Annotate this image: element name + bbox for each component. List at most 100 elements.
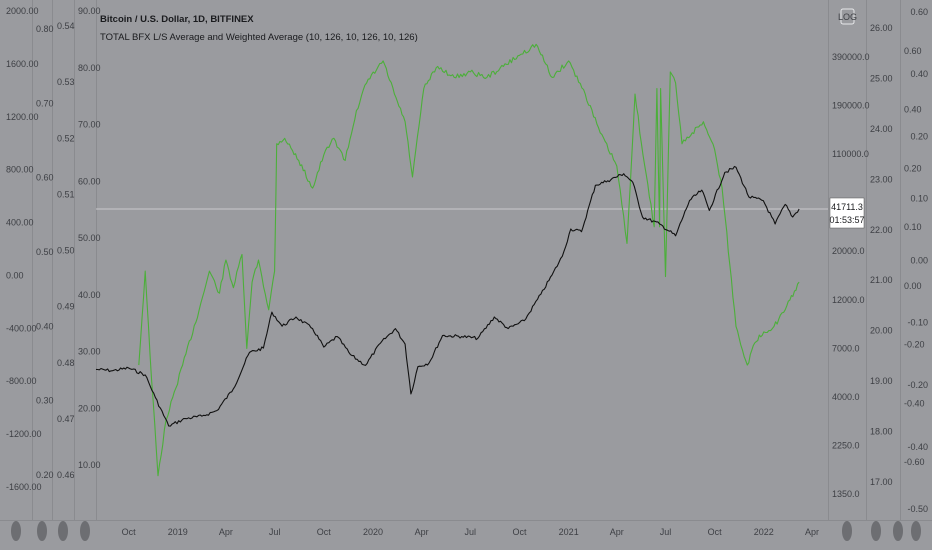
x-tick-label: Apr [805, 527, 819, 537]
axis-tick-label: -1600.00 [6, 482, 42, 492]
x-tick-label: Apr [610, 527, 624, 537]
axis-tick-label: 0.10 [904, 222, 922, 232]
x-tick-label: Oct [708, 527, 723, 537]
axis-tick-label: 0.40 [910, 69, 928, 79]
axis-tick-label: 1350.0 [832, 489, 860, 499]
plot-area[interactable] [96, 0, 828, 520]
axis-tick-label: 22.00 [870, 225, 893, 235]
axis-tick-label: 23.00 [870, 174, 893, 184]
axis-tick-label: 0.40 [36, 321, 54, 331]
axis-tick-label: 0.54 [57, 21, 75, 31]
axis-tick-label: 30.00 [78, 347, 101, 357]
pill-icon[interactable] [893, 521, 903, 541]
series-line-ls-average [138, 43, 800, 477]
axis-tick-label: 60.00 [78, 176, 101, 186]
axis-tick-label: -0.60 [904, 457, 925, 467]
axis-tick-label: 0.48 [57, 358, 75, 368]
axis-tick-label: 0.40 [904, 105, 922, 115]
x-axis: Oct 2019 Apr Jul Oct 2020 Apr Jul Oct 2021 Apr Jul O… [122, 527, 819, 537]
axis-tick-label: 4000.0 [832, 392, 860, 402]
x-tick-label: 2021 [559, 527, 579, 537]
axis-tick-label: 110000.0 [832, 149, 869, 159]
axis-tick-label: 26.00 [870, 23, 893, 33]
indicator-title: TOTAL BFX L/S Average and Weighted Avera… [100, 32, 418, 43]
axis-tick-label: 190000.0 [832, 101, 870, 111]
right-axis-3: 0.60 0.40 0.20 0.10 0.00 -0.20 -0.40 -0.60 [904, 46, 925, 467]
axis-tick-label: 19.00 [870, 376, 893, 386]
last-price-label: 41711.3 01:53:57 [829, 197, 865, 229]
log-scale-toggle[interactable]: LOG [838, 8, 857, 25]
axis-tick-label: 0.52 [57, 133, 75, 143]
x-tick-label: 2019 [168, 527, 188, 537]
axis-scroll-handles[interactable] [11, 521, 921, 541]
right-axis-1: 390000.0190000.0110000.060000.020000.012… [832, 52, 870, 499]
axis-tick-label: -1200.00 [6, 429, 42, 439]
axis-tick-label: 0.70 [36, 98, 54, 108]
x-tick-label: Apr [415, 527, 429, 537]
pill-icon[interactable] [11, 521, 21, 541]
x-tick-label: Jul [465, 527, 477, 537]
symbol-title: Bitcoin / U.S. Dollar, 1D, BITFINEX [100, 14, 254, 25]
axis-tick-label: 0.80 [36, 24, 54, 34]
pill-icon[interactable] [37, 521, 47, 541]
axis-tick-label: 0.00 [904, 281, 922, 291]
axis-tick-label: 0.47 [57, 414, 75, 424]
axis-tick-label: 24.00 [870, 124, 893, 134]
left-axis-3: 0.54 0.53 0.52 0.51 0.50 0.49 0.48 0.47 0.46 [57, 21, 75, 480]
pill-icon[interactable] [911, 521, 921, 541]
axis-tick-label: 7000.0 [832, 343, 860, 353]
x-tick-label: Oct [317, 527, 332, 537]
series-line-price [95, 165, 800, 427]
pill-icon[interactable] [58, 521, 68, 541]
axis-tick-label: 80.00 [78, 63, 101, 73]
log-badge-text: LOG [838, 12, 857, 22]
left-axis-4: 90.00 80.00 70.00 60.00 50.00 40.00 30.00 20.00… [78, 6, 101, 470]
axis-tick-label: 0.60 [904, 46, 922, 56]
axis-tick-label: -800.00 [6, 376, 37, 386]
bar-countdown: 01:53:57 [829, 215, 864, 225]
axis-tick-label: 0.49 [57, 302, 75, 312]
axis-tick-label: 1200.00 [6, 112, 39, 122]
axis-tick-label: 10.00 [78, 460, 101, 470]
axis-tick-label: 0.20 [910, 131, 928, 141]
pill-icon[interactable] [871, 521, 881, 541]
axis-tick-label: 20000.0 [832, 246, 865, 256]
axis-tick-label: 400.00 [6, 218, 34, 228]
axis-tick-label: 21.00 [870, 275, 893, 285]
axis-tick-label: 18.00 [870, 427, 893, 437]
axis-tick-label: 1600.00 [6, 59, 39, 69]
axis-tick-label: 2000.00 [6, 6, 39, 16]
axis-tick-label: 0.00 [910, 256, 928, 266]
axis-tick-label: 0.50 [57, 246, 75, 256]
axis-tick-label: 0.20 [36, 470, 54, 480]
left-axis-1: 2000.00 1600.00 1200.00 800.00 400.00 0.00 -40… [6, 6, 42, 492]
axis-tick-label: -0.40 [907, 442, 928, 452]
axis-tick-label: 0.51 [57, 189, 75, 199]
axis-tick-label: 800.00 [6, 165, 34, 175]
axis-tick-label: 0.00 [6, 270, 24, 280]
axis-tick-label: 17.00 [870, 477, 893, 487]
axis-tick-label: 50.00 [78, 233, 101, 243]
axis-tick-label: 0.30 [36, 396, 54, 406]
axis-tick-label: 390000.0 [832, 52, 870, 62]
axis-tick-label: -0.50 [907, 504, 928, 514]
axis-tick-label: 0.10 [910, 193, 928, 203]
axis-tick-label: 0.60 [36, 173, 54, 183]
x-tick-label: Apr [219, 527, 233, 537]
last-price-value: 41711.3 [831, 202, 863, 212]
axis-tick-label: 70.00 [78, 120, 101, 130]
axis-tick-label: 0.50 [36, 247, 54, 257]
axis-tick-label: -0.20 [904, 340, 925, 350]
axis-tick-label: -0.10 [907, 318, 928, 328]
right-axis-2: 26.00 25.00 24.00 23.00 22.00 21.00 20.00 19.00… [870, 23, 893, 487]
pill-icon[interactable] [80, 521, 90, 541]
x-tick-label: Oct [512, 527, 527, 537]
axis-tick-label: 90.00 [78, 6, 101, 16]
pill-icon[interactable] [842, 521, 852, 541]
axis-tick-label: 12000.0 [832, 295, 865, 305]
axis-tick-label: 20.00 [78, 403, 101, 413]
x-tick-label: Oct [122, 527, 137, 537]
right-axis-4: 0.60 0.40 0.20 0.10 0.00 -0.10 -0.20 -0.40 -0.50 [907, 7, 928, 514]
axis-tick-label: 25.00 [870, 73, 893, 83]
